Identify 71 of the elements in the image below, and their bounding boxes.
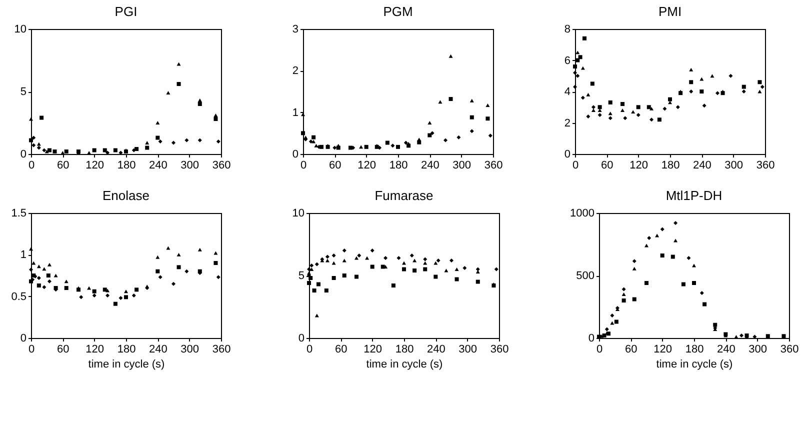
x-tick-label: 360 [490,344,509,356]
x-tick-label: 360 [780,344,799,356]
x-tick-label: 60 [57,160,70,172]
x-tick-label: 120 [630,160,648,172]
y-tick-label: 3 [292,24,298,36]
x-tick-label: 240 [420,160,440,172]
x-tick-label: 60 [335,344,348,356]
chart-title: PGM [383,4,413,19]
x-tick-label: 180 [389,160,408,172]
x-tick-label: 300 [724,160,744,172]
y-tick-label: 5 [298,270,304,282]
y-tick-label: 1 [292,106,298,119]
x-tick-label: 180 [117,344,136,356]
x-tick-label: 300 [180,160,200,172]
x-tick-label: 300 [180,344,200,356]
chart-title: PMI [658,4,682,19]
x-tick-label: 180 [661,160,680,172]
x-tick-label: 60 [625,344,638,356]
x-tick-label: 60 [601,160,614,172]
x-tick-label: 180 [117,160,136,172]
chart-title: PGI [114,4,138,19]
x-tick-label: 0 [28,160,35,172]
y-tick-label: 500 [576,270,594,282]
x-tick-label: 300 [748,344,768,356]
chart-title: Mtl1P-DH [666,188,722,203]
x-tick-label: 360 [756,160,775,172]
y-tick-label: 1.5 [11,208,26,220]
x-tick-label: 240 [426,344,446,356]
y-tick-label: 0.5 [11,290,26,303]
x-tick-label: 0 [306,344,313,356]
y-tick-label: 2 [292,65,298,78]
x-axis-title: time in cycle (s) [88,358,165,370]
x-tick-label: 120 [86,160,104,172]
x-tick-label: 180 [685,344,704,356]
x-tick-label: 240 [716,344,736,356]
y-tick-label: 0 [564,148,570,160]
x-tick-label: 180 [395,344,414,356]
x-tick-label: 240 [148,160,168,172]
y-tick-label: 0 [20,332,26,344]
y-tick-label: 0 [298,332,304,344]
y-tick-label: 0 [588,332,594,344]
x-axis-title: time in cycle (s) [366,358,443,370]
x-tick-label: 120 [358,160,376,172]
y-tick-label: 5 [20,86,26,98]
x-axis-title: time in cycle (s) [656,358,733,370]
x-tick-label: 120 [654,344,672,356]
x-tick-label: 240 [692,160,712,172]
x-tick-label: 120 [364,344,382,356]
chart-title: Fumarase [374,188,434,203]
y-tick-label: 4 [564,86,570,98]
y-tick-label: 1000 [570,208,594,220]
x-tick-label: 120 [86,344,104,356]
x-tick-label: 240 [148,344,168,356]
x-tick-label: 300 [452,160,472,172]
y-tick-label: 0 [292,148,298,160]
y-tick-label: 2 [564,117,570,130]
x-tick-label: 0 [596,344,603,356]
x-tick-label: 60 [329,160,342,172]
y-tick-label: 1 [20,249,26,262]
y-tick-label: 6 [564,54,570,67]
y-tick-label: 10 [14,24,26,36]
y-tick-label: 8 [564,24,570,36]
y-tick-label: 10 [292,208,304,220]
x-tick-label: 360 [484,160,503,172]
x-tick-label: 60 [57,344,70,356]
x-tick-label: 300 [458,344,478,356]
y-tick-label: 0 [20,148,26,160]
x-tick-label: 360 [212,344,231,356]
x-tick-label: 360 [212,160,231,172]
chart-title: Enolase [102,188,150,203]
x-tick-label: 0 [28,344,35,356]
